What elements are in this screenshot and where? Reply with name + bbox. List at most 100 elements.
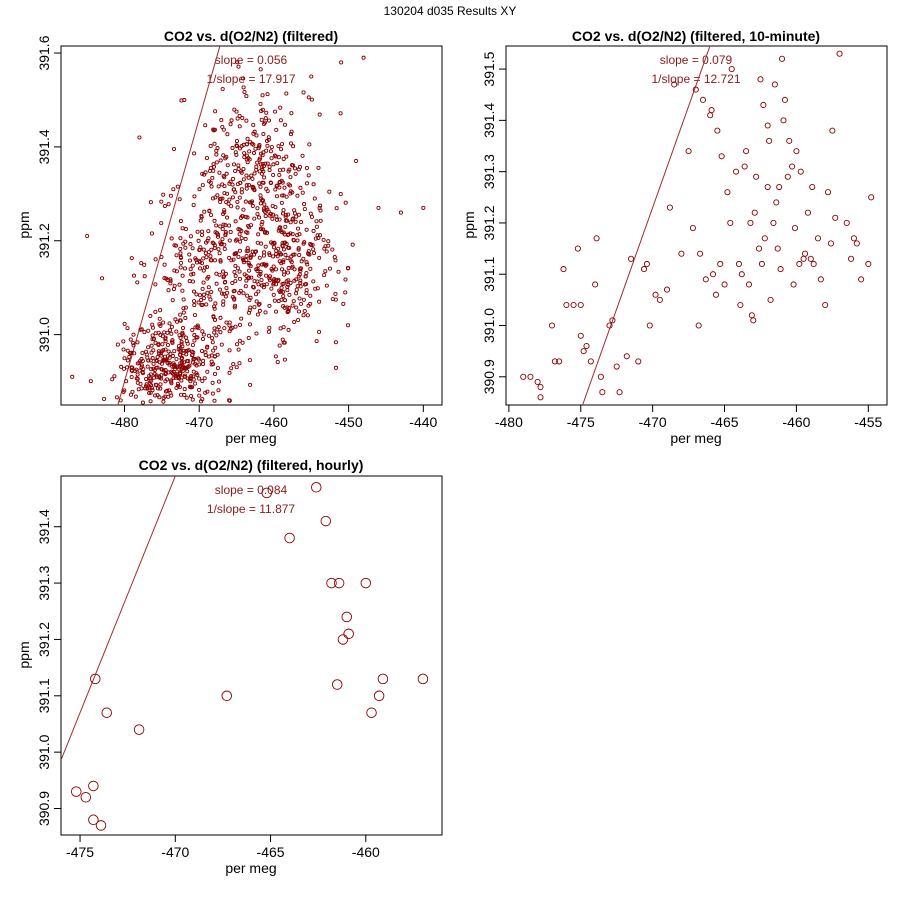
data-point — [200, 286, 205, 291]
data-point — [247, 262, 252, 267]
data-point — [190, 353, 195, 358]
data-point — [169, 379, 174, 384]
data-point — [167, 360, 172, 365]
x-axis-label: per meg — [225, 860, 276, 876]
data-point — [167, 388, 172, 393]
data-point — [260, 227, 266, 232]
data-point — [850, 235, 857, 242]
data-point — [308, 241, 313, 247]
data-point — [692, 86, 699, 93]
data-point — [230, 325, 235, 330]
data-point — [652, 291, 659, 298]
data-point — [118, 398, 123, 403]
x-tick-label: -465 — [257, 844, 285, 860]
data-point — [829, 127, 836, 134]
data-point — [250, 184, 255, 189]
data-point — [131, 273, 137, 278]
data-point — [360, 577, 372, 589]
data-point — [317, 112, 322, 117]
data-point — [247, 322, 253, 327]
data-point — [244, 257, 249, 263]
data-point — [735, 260, 742, 268]
data-point — [738, 271, 745, 278]
data-point — [252, 188, 257, 193]
data-point — [147, 378, 152, 383]
plot-frame — [60, 45, 443, 406]
data-point — [171, 376, 176, 381]
data-point — [784, 173, 791, 180]
data-point — [165, 277, 170, 283]
data-point — [148, 372, 153, 377]
data-point — [258, 101, 263, 106]
data-point — [210, 175, 215, 180]
data-point — [747, 219, 754, 226]
data-point — [251, 122, 256, 127]
data-point — [304, 288, 309, 293]
data-point — [159, 199, 164, 204]
data-point — [257, 215, 262, 220]
data-point — [192, 333, 197, 338]
data-point — [685, 148, 692, 155]
data-point — [245, 230, 250, 235]
data-point — [333, 258, 338, 263]
data-point — [182, 97, 187, 103]
data-point — [161, 348, 166, 353]
data-point — [203, 170, 208, 175]
data-point — [262, 120, 267, 125]
data-point — [285, 270, 290, 275]
chart-panel-hourly: CO2 vs. d(O2/N2) (filtered, hourly) slop… — [16, 457, 443, 876]
data-point — [240, 256, 245, 261]
data-point — [301, 90, 306, 95]
data-point — [234, 251, 239, 256]
data-point — [780, 117, 787, 124]
data-point — [218, 315, 223, 320]
data-point — [183, 315, 188, 321]
data-point — [230, 182, 235, 187]
data-point — [177, 385, 182, 390]
data-point — [188, 267, 193, 272]
data-point — [203, 390, 208, 395]
data-point — [169, 393, 174, 398]
data-point — [767, 296, 774, 303]
data-point — [206, 285, 211, 290]
data-point — [322, 273, 327, 278]
data-point — [191, 271, 196, 276]
y-tick-label: 391.4 — [481, 103, 497, 138]
data-point — [270, 268, 275, 273]
data-point — [230, 176, 236, 182]
data-point — [180, 344, 185, 349]
data-point — [304, 165, 309, 171]
data-point — [292, 267, 297, 272]
data-point — [237, 146, 243, 151]
x-tick-label: -465 — [711, 414, 739, 430]
x-tick-label: -475 — [567, 414, 595, 430]
data-point — [206, 229, 211, 234]
data-point — [204, 302, 209, 307]
data-point — [309, 74, 314, 79]
data-point — [148, 200, 153, 205]
data-point — [233, 263, 238, 268]
data-point — [191, 289, 197, 294]
data-point — [200, 171, 205, 176]
data-point — [262, 202, 267, 207]
data-point — [175, 364, 180, 369]
data-point — [298, 278, 303, 283]
data-point — [244, 118, 249, 123]
data-point — [273, 187, 278, 192]
data-point — [215, 366, 220, 371]
data-point — [333, 365, 339, 370]
data-point — [221, 299, 226, 304]
data-point — [202, 209, 207, 214]
data-point — [709, 271, 717, 278]
data-point — [165, 342, 171, 348]
data-point — [827, 240, 834, 247]
data-point — [193, 381, 198, 386]
data-point — [170, 364, 175, 369]
data-point — [263, 310, 268, 315]
y-tick-label: 391.1 — [481, 256, 497, 291]
data-point — [232, 107, 237, 112]
data-point — [247, 358, 252, 363]
data-point — [228, 229, 233, 234]
data-point — [646, 322, 653, 329]
slope-annotation: slope = 0.056 — [215, 53, 288, 67]
